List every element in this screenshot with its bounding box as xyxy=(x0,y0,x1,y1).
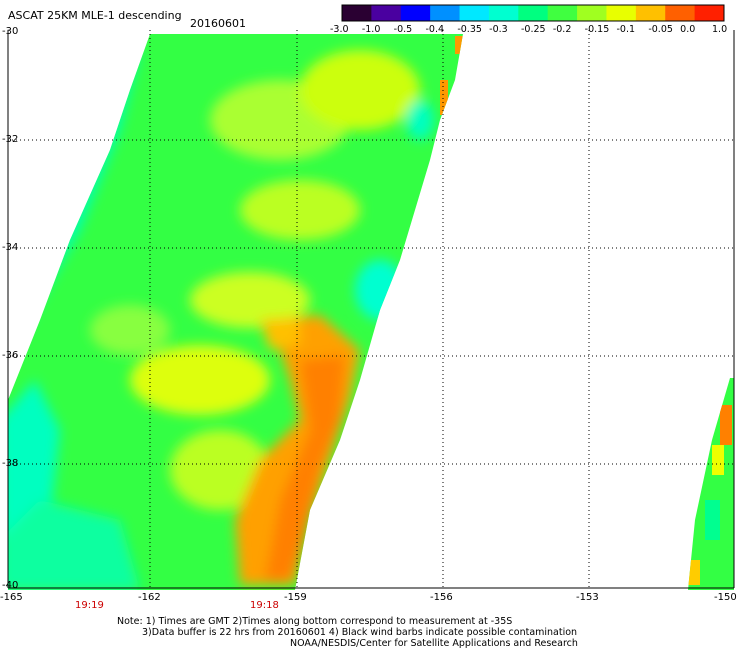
colorbar-swatch xyxy=(518,5,549,21)
colorbar-label: -0.1 xyxy=(616,24,636,35)
colorbar-label: -0.05 xyxy=(648,24,673,35)
y-tick-label: -40 xyxy=(2,580,19,591)
data-swath-east xyxy=(688,378,734,590)
map-date: 20160601 xyxy=(190,17,246,30)
colorbar-swatch xyxy=(547,5,578,21)
footnote-line-1: Note: 1) Times are GMT 2)Times along bot… xyxy=(117,616,513,627)
x-tick-label: -153 xyxy=(576,592,599,603)
x-tick-label: -165 xyxy=(0,592,23,603)
data-swath-main xyxy=(8,34,463,590)
colorbar-swatch xyxy=(665,5,696,21)
footnote-line-3: NOAA/NESDIS/Center for Satellite Applica… xyxy=(290,638,578,649)
colorbar-swatch xyxy=(342,5,372,21)
x-tick-label: -156 xyxy=(430,592,453,603)
y-tick-label: -30 xyxy=(2,26,19,37)
colorbar-swatch xyxy=(400,5,431,21)
colorbar-label: -0.5 xyxy=(393,24,413,35)
colorbar-label: -0.25 xyxy=(521,24,546,35)
y-tick-label: -34 xyxy=(2,242,19,253)
colorbar-label: -0.3 xyxy=(489,24,508,35)
colorbar-label: -0.35 xyxy=(457,24,482,35)
x-tick-label: -159 xyxy=(284,592,307,603)
colorbar-swatch xyxy=(430,5,461,21)
colorbar-label: -0.2 xyxy=(552,24,572,35)
footnote-line-2: 3)Data buffer is 22 hrs from 20160601 4)… xyxy=(142,627,578,638)
colorbar-swatch xyxy=(371,5,402,21)
colorbar-label: -0.15 xyxy=(584,24,610,35)
colorbar-label: -3.0 xyxy=(330,24,349,35)
y-tick-label: -36 xyxy=(2,350,19,361)
colorbar xyxy=(341,4,725,22)
colorbar-swatch xyxy=(577,5,607,21)
colorbar-swatch xyxy=(488,5,519,21)
y-tick-label: -38 xyxy=(2,458,19,469)
y-tick-label: -32 xyxy=(2,134,19,145)
plot-grid xyxy=(7,30,735,589)
colorbar-swatch xyxy=(459,5,490,21)
colorbar-label: 0.0 xyxy=(680,24,696,35)
colorbar-label: -1.0 xyxy=(361,24,381,35)
colorbar-border xyxy=(341,4,725,22)
colorbar-swatch xyxy=(694,5,725,21)
colorbar-swatch xyxy=(606,5,637,21)
time-label: 19:19 xyxy=(75,600,104,611)
x-tick-label: -162 xyxy=(138,592,161,603)
time-label: 19:18 xyxy=(250,600,279,611)
colorbar-label: -0.4 xyxy=(425,24,445,35)
colorbar-swatch xyxy=(635,5,666,21)
x-tick-label: -150 xyxy=(714,592,737,603)
colorbar-label: 1.0 xyxy=(712,24,728,35)
map-title: ASCAT 25KM MLE-1 descending xyxy=(8,9,182,22)
